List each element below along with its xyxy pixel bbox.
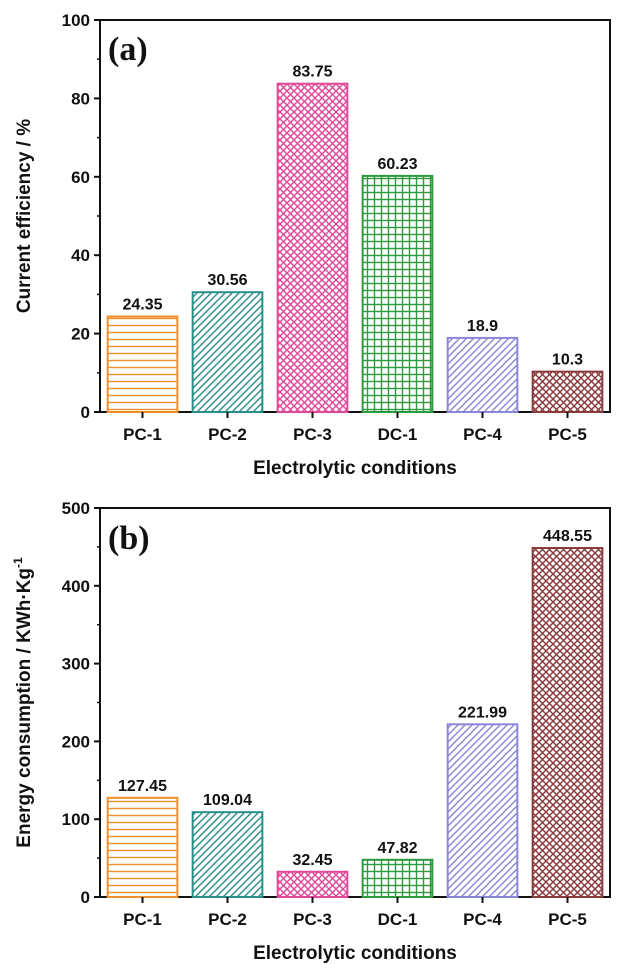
y-axis-ticks: 0 20 40 60 80 100 — [62, 11, 100, 422]
y-axis-ticks: 0 100 200 300 400 500 — [62, 499, 100, 907]
x-tick-label: PC-1 — [123, 910, 162, 929]
panel-label: (b) — [108, 520, 150, 557]
x-axis-title: Electrolytic conditions — [253, 943, 457, 964]
y-tick-label: 60 — [71, 168, 90, 187]
bar-pc-2 — [191, 291, 264, 413]
x-tick-label: PC-2 — [208, 425, 247, 444]
bar-pc-2 — [191, 811, 264, 898]
x-axis-ticks: PC-1 PC-2 PC-3 DC-1 PC-4 PC-5 — [123, 412, 587, 444]
y-tick-label: 80 — [71, 89, 90, 108]
bar-dc-1 — [361, 858, 434, 898]
chart-panel-a: (a) 24.35 30.56 83.75 60.23 18.9 10.3 0 20 40 60… — [14, 11, 611, 479]
bar-pc-1 — [106, 315, 179, 414]
y-tick-label: 0 — [81, 888, 90, 907]
x-tick-label: PC-5 — [548, 425, 587, 444]
y-tick-label: 500 — [62, 499, 90, 518]
data-label: 32.45 — [292, 852, 332, 869]
bar-series: 24.35 30.56 83.75 60.23 18.9 10.3 — [106, 64, 604, 414]
y-axis-title-superscript: -1 — [11, 557, 25, 568]
x-tick-label: DC-1 — [378, 910, 418, 929]
data-label: 127.45 — [118, 778, 167, 795]
y-tick-label: 300 — [62, 655, 90, 674]
bar-pc-3 — [276, 82, 349, 413]
y-axis-title-main: Energy consumption / KWh·Kg — [14, 568, 35, 848]
y-tick-label: 20 — [71, 325, 90, 344]
x-tick-label: PC-2 — [208, 910, 247, 929]
y-axis-title: Energy consumption / KWh·Kg-1 — [11, 557, 35, 848]
y-tick-label: 100 — [62, 810, 90, 829]
bar-pc-5 — [531, 370, 604, 413]
bar-pc-1 — [106, 796, 179, 898]
data-label: 24.35 — [122, 297, 162, 314]
bar-dc-1 — [361, 174, 434, 413]
x-tick-label: PC-5 — [548, 910, 587, 929]
x-axis-ticks: PC-1 PC-2 PC-3 DC-1 PC-4 PC-5 — [123, 897, 587, 929]
x-tick-label: PC-4 — [463, 425, 502, 444]
chart-panel-b: (b) 127.45 109.04 32.45 47.82 221.99 448.55 0… — [11, 499, 611, 964]
x-tick-label: PC-3 — [293, 425, 332, 444]
data-label: 30.56 — [207, 272, 247, 289]
y-tick-label: 40 — [71, 246, 90, 265]
y-tick-label: 100 — [62, 11, 90, 30]
x-tick-label: DC-1 — [378, 425, 418, 444]
data-label: 18.9 — [467, 318, 498, 335]
bar-pc-4 — [446, 336, 519, 413]
y-tick-label: 0 — [81, 403, 90, 422]
bar-pc-5 — [531, 547, 604, 898]
x-tick-label: PC-1 — [123, 425, 162, 444]
data-label: 448.55 — [543, 528, 592, 545]
bar-pc-4 — [446, 723, 519, 899]
y-axis-title: Current efficiency / % — [14, 119, 35, 313]
x-tick-label: PC-4 — [463, 910, 502, 929]
data-label: 109.04 — [203, 792, 252, 809]
bar-pc-3 — [276, 870, 349, 899]
data-label: 83.75 — [292, 64, 332, 81]
data-label: 221.99 — [458, 704, 507, 721]
data-label: 10.3 — [552, 352, 583, 369]
y-tick-label: 200 — [62, 732, 90, 751]
x-tick-label: PC-3 — [293, 910, 332, 929]
bar-series: 127.45 109.04 32.45 47.82 221.99 448.55 — [106, 528, 604, 899]
panel-label: (a) — [108, 31, 148, 68]
data-label: 60.23 — [377, 156, 417, 173]
y-tick-label: 400 — [62, 577, 90, 596]
x-axis-title: Electrolytic conditions — [253, 458, 457, 479]
data-label: 47.82 — [377, 840, 417, 857]
